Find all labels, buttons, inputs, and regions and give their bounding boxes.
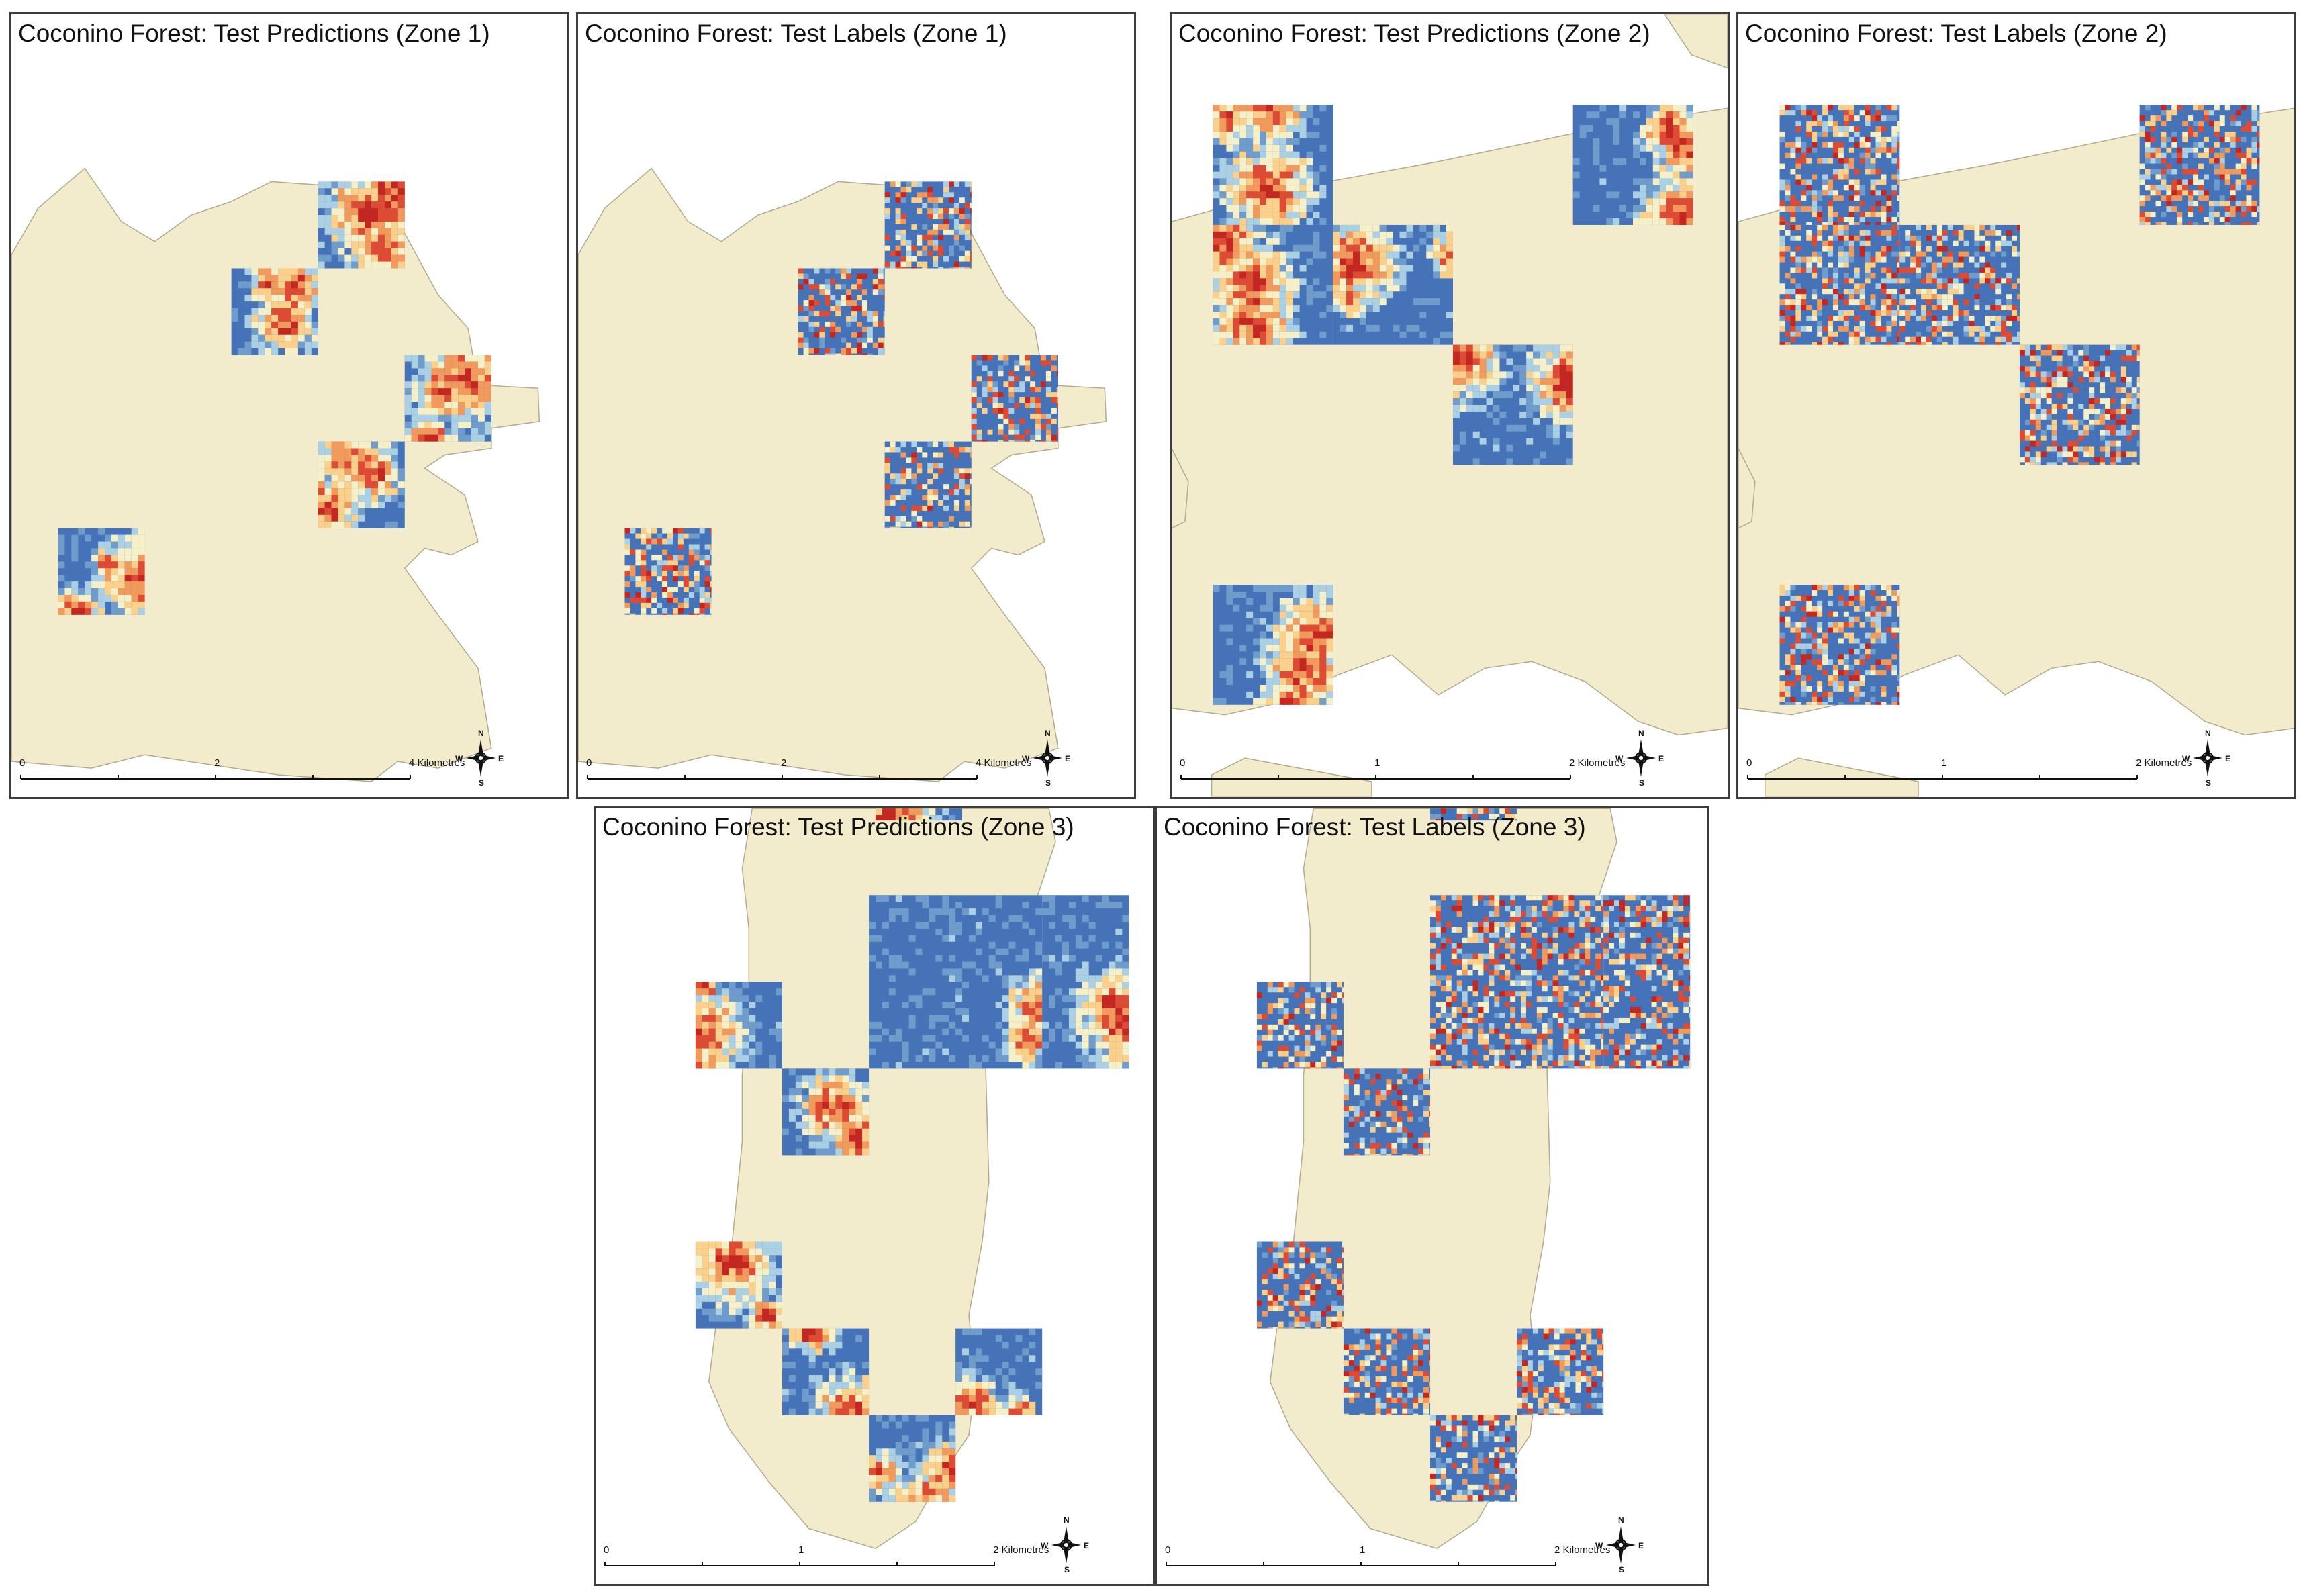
map-title: Coconino Forest: Test Labels (Zone 2) (1745, 19, 2167, 47)
compass-label-w: W (1041, 1541, 1049, 1550)
map-panel-zone2-predictions: Coconino Forest: Test Predictions (Zone … (1170, 12, 1730, 799)
compass-label-n: N (1064, 1515, 1070, 1525)
compass-label-w: W (2182, 754, 2190, 763)
scale-bar: 0 1 2 Kilometres (604, 1544, 1049, 1572)
scale-tick-label: 4 Kilometres (409, 757, 465, 769)
raster-tiles (58, 181, 491, 615)
raster-tiles (1779, 105, 2260, 705)
map-panel-zone1-labels: Coconino Forest: Test Labels (Zone 1) 0 2 4… (576, 12, 1136, 799)
compass-label-s: S (1639, 778, 1645, 788)
scale-bar-graphic (604, 1562, 995, 1566)
forest-boundary-s (1764, 757, 1919, 797)
raster-tiles (695, 808, 1129, 1502)
compass-label-n: N (2205, 729, 2211, 738)
scale-tick-label: 0 (604, 1544, 610, 1556)
scale-tick-label: 0 (586, 757, 592, 769)
compass-label-w: W (1022, 754, 1030, 763)
north-arrow-compass: N S E W (1594, 1514, 1648, 1575)
map-canvas (695, 808, 1129, 1550)
map-title: Coconino Forest: Test Labels (Zone 1) (585, 19, 1007, 47)
map-canvas (1172, 14, 1728, 797)
scale-tick-label: 2 (214, 757, 220, 769)
compass-rose-icon (1033, 739, 1062, 777)
compass-label-s: S (1064, 1565, 1070, 1575)
map-canvas (1256, 808, 1691, 1549)
scale-tick-label: 1 (1941, 757, 1947, 769)
compass-label-n: N (1638, 729, 1644, 738)
scale-bar-graphic (587, 775, 978, 780)
compass-label-n: N (1045, 729, 1051, 738)
forest-boundary-w (1738, 448, 1756, 529)
scale-bar-graphic (20, 775, 411, 780)
compass-rose-icon (2193, 739, 2222, 777)
map-canvas (578, 167, 1107, 782)
compass-label-e: E (1065, 754, 1071, 763)
compass-label-s: S (1619, 1565, 1625, 1575)
map-title: Coconino Forest: Test Predictions (Zone … (602, 813, 1074, 841)
scale-tick-label: 2 Kilometres (993, 1544, 1049, 1556)
forest-boundary-ne (1664, 14, 1728, 69)
compass-label-e: E (1084, 1541, 1090, 1550)
scale-tick-label: 1 (1360, 1544, 1366, 1556)
scale-bar: 0 2 4 Kilometres (19, 757, 465, 785)
scale-bar-graphic (1180, 775, 1571, 780)
north-arrow-compass: N S E W (1614, 727, 1668, 788)
scale-tick-label: 2 Kilometres (1554, 1544, 1611, 1556)
north-arrow-compass: N S E W (1021, 727, 1074, 788)
scale-bar-graphic (1747, 775, 2138, 780)
forest-boundary (11, 167, 541, 782)
scale-tick-label: 0 (1165, 1544, 1171, 1556)
scale-tick-label: 0 (1180, 757, 1186, 769)
scale-bar: 0 2 4 Kilometres (586, 757, 1031, 785)
map-title: Coconino Forest: Test Predictions (Zone … (1178, 19, 1650, 47)
scale-tick-label: 1 (1374, 757, 1380, 769)
compass-label-s: S (2206, 778, 2212, 788)
scale-tick-label: 2 Kilometres (1569, 757, 1626, 769)
map-panel-zone1-predictions: Coconino Forest: Test Predictions (Zone … (9, 12, 569, 799)
scale-tick-label: 0 (1746, 757, 1752, 769)
map-panel-zone2-labels: Coconino Forest: Test Labels (Zone 2) 0 1 2… (1736, 12, 2296, 799)
compass-label-e: E (1658, 754, 1664, 763)
forest-boundary (578, 167, 1107, 782)
scale-bar: 0 1 2 Kilometres (1165, 1544, 1610, 1572)
map-canvas (1738, 105, 2294, 797)
compass-rose-icon (1626, 739, 1656, 777)
compass-label-n: N (478, 729, 484, 738)
map-panel-zone3-labels: Coconino Forest: Test Labels (Zone 3) 0 1 2… (1155, 806, 1709, 1586)
compass-label-n: N (1618, 1515, 1624, 1525)
north-arrow-compass: N S E W (2181, 727, 2235, 788)
north-arrow-compass: N S E W (1039, 1514, 1093, 1575)
map-title: Coconino Forest: Test Predictions (Zone … (18, 19, 490, 47)
forest-boundary-w (1172, 448, 1189, 529)
compass-label-w: W (1595, 1541, 1603, 1550)
scale-tick-label: 2 Kilometres (2136, 757, 2192, 769)
compass-label-w: W (1615, 754, 1624, 763)
compass-label-s: S (479, 778, 485, 788)
compass-label-e: E (1638, 1541, 1644, 1550)
compass-rose-icon (466, 739, 496, 777)
map-panel-zone3-predictions: Coconino Forest: Test Predictions (Zone … (594, 806, 1155, 1586)
raster-tiles (1213, 105, 1693, 705)
raster-tiles (624, 181, 1058, 615)
scale-tick-label: 4 Kilometres (976, 757, 1032, 769)
raster-tiles (1256, 808, 1691, 1502)
compass-label-s: S (1045, 778, 1051, 788)
north-arrow-compass: N S E W (454, 727, 508, 788)
scale-bar: 0 1 2 Kilometres (1180, 757, 1625, 785)
map-canvas (11, 167, 541, 782)
forest-boundary-s (1211, 757, 1372, 797)
map-title: Coconino Forest: Test Labels (Zone 3) (1164, 813, 1586, 841)
scale-bar-graphic (1166, 1562, 1556, 1566)
compass-label-e: E (2225, 754, 2231, 763)
compass-label-w: W (455, 754, 463, 763)
scale-tick-label: 2 (781, 757, 787, 769)
scale-tick-label: 0 (19, 757, 26, 769)
scale-bar: 0 1 2 Kilometres (1746, 757, 2192, 785)
compass-rose-icon (1606, 1526, 1636, 1564)
compass-label-e: E (498, 754, 504, 763)
compass-rose-icon (1051, 1526, 1081, 1564)
scale-tick-label: 1 (798, 1544, 804, 1556)
